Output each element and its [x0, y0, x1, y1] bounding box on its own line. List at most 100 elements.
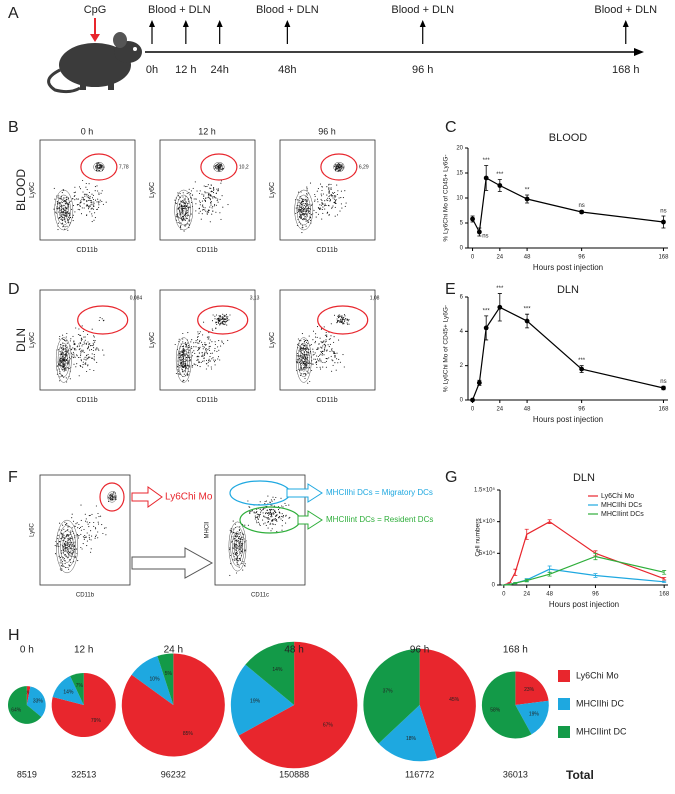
flow-event: [62, 351, 63, 352]
flow-event: [212, 207, 213, 208]
flow-event: [191, 202, 192, 203]
flow-event: [87, 189, 88, 190]
pie-time: 0 h: [20, 645, 34, 656]
flow-event: [322, 209, 323, 210]
flow-event: [83, 197, 84, 198]
flow-event: [64, 351, 65, 352]
flow-event: [236, 555, 237, 556]
flow-event: [94, 212, 95, 213]
flow-event: [306, 371, 307, 372]
flow-event: [225, 315, 226, 316]
flow-event: [57, 543, 58, 544]
flow-event: [185, 203, 186, 204]
flow-event: [180, 213, 181, 214]
flow-event: [76, 198, 77, 199]
flow-event: [82, 180, 83, 181]
flow-event: [197, 339, 198, 340]
flow-plot: [40, 290, 135, 390]
flow-event: [89, 357, 90, 358]
flow-event: [112, 496, 113, 497]
flow-event: [93, 199, 94, 200]
flow-event: [98, 207, 99, 208]
flow-event: [270, 524, 271, 525]
x-tick-label: 24: [523, 592, 530, 598]
flow-event: [90, 196, 91, 197]
flow-event: [328, 344, 329, 345]
legend-swatch: [558, 670, 570, 682]
flow-event: [306, 347, 307, 348]
flow-event: [311, 363, 312, 364]
flow-event: [334, 315, 335, 316]
flow-event: [89, 350, 90, 351]
flow-event: [199, 348, 200, 349]
flow-event: [63, 366, 64, 367]
flow-event: [190, 193, 191, 194]
flow-event: [202, 346, 203, 347]
flow-event: [81, 360, 82, 361]
flow-event: [313, 351, 314, 352]
pie-total: 96232: [161, 769, 186, 779]
pie-time: 24 h: [164, 645, 183, 656]
flow-event: [93, 195, 94, 196]
flow-event: [224, 321, 225, 322]
significance: ***: [496, 172, 504, 178]
flow-event: [86, 344, 87, 345]
flow-event: [297, 207, 298, 208]
y-tick-label: 0: [460, 398, 464, 404]
flow-event: [203, 207, 204, 208]
flow-event: [91, 548, 92, 549]
flow-event: [67, 351, 68, 352]
flow-event: [74, 537, 75, 538]
flow-event: [327, 198, 328, 199]
flow-event: [335, 200, 336, 201]
flow-event: [78, 209, 79, 210]
flow-event: [213, 314, 214, 315]
flow-event: [91, 536, 92, 537]
flow-event: [331, 349, 332, 350]
flow-event: [77, 522, 78, 523]
x-tick-label: 48: [524, 255, 531, 261]
flow-event: [348, 319, 349, 320]
flow-event: [343, 197, 344, 198]
flow-event: [307, 190, 308, 191]
flow-event: [330, 338, 331, 339]
gate-value: 7,78: [119, 164, 129, 170]
flow-event: [217, 358, 218, 359]
data-point: [497, 305, 502, 310]
flow-event: [270, 510, 271, 511]
flow-event: [193, 346, 194, 347]
flow-event: [321, 200, 322, 201]
flow-event: [59, 529, 60, 530]
flow-event: [189, 347, 190, 348]
flow-event: [317, 348, 318, 349]
flow-event: [270, 523, 271, 524]
flow-event: [206, 352, 207, 353]
flow-event: [179, 365, 180, 366]
flow-event: [202, 352, 203, 353]
flow-event: [320, 354, 321, 355]
flow-event: [324, 200, 325, 201]
flow-event: [75, 557, 76, 558]
flow-event: [85, 537, 86, 538]
flow-event: [203, 198, 204, 199]
flow-event: [197, 356, 198, 357]
flow-event: [315, 352, 316, 353]
flow-event: [309, 363, 310, 364]
flow-event: [66, 381, 67, 382]
row-label: DLN: [14, 328, 28, 352]
flow-event: [214, 197, 215, 198]
flow-event: [274, 499, 275, 500]
flow-event: [244, 566, 245, 567]
flow-event: [177, 192, 178, 193]
flow-event: [315, 333, 316, 334]
flow-event: [306, 193, 307, 194]
flow-event: [257, 516, 258, 517]
flow-event: [199, 353, 200, 354]
flow-event: [79, 209, 80, 210]
flow-event: [210, 353, 211, 354]
flow-event: [260, 509, 261, 510]
flow-event: [86, 194, 87, 195]
pie-label: 33%: [33, 698, 44, 704]
flow-event: [209, 343, 210, 344]
